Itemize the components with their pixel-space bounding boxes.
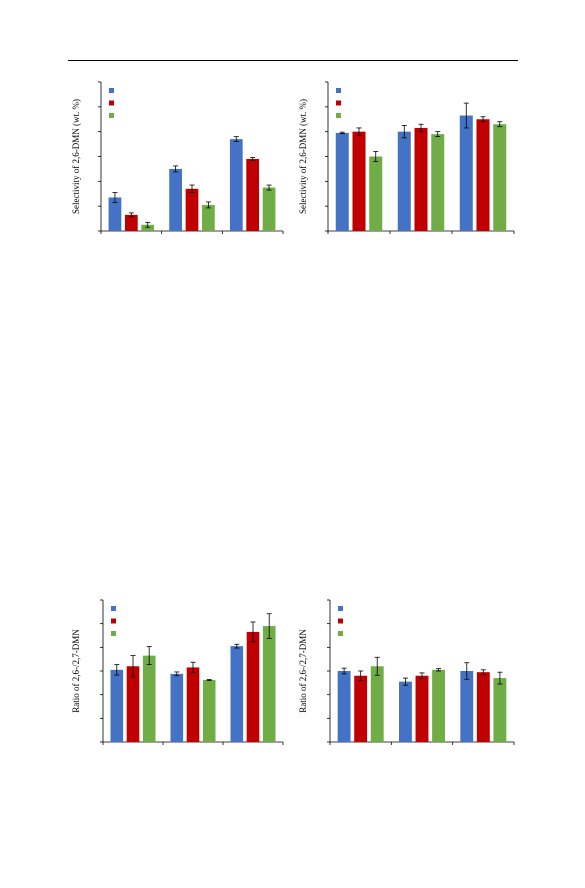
error-bar-series1-group3	[463, 102, 469, 129]
bar-series2-group3	[476, 672, 490, 742]
error-bar-series1-group1	[114, 664, 120, 676]
error-bar-series2-group1	[130, 655, 136, 678]
error-bar-series1-group2	[401, 125, 407, 139]
error-bar-series2-group2	[418, 123, 424, 133]
bar-series2-group3	[246, 158, 260, 231]
error-bar-series3-group3	[266, 613, 272, 639]
bar-series2-group1	[352, 131, 366, 231]
bar-series3-group3	[262, 187, 276, 231]
bar-series1-group2	[170, 673, 184, 742]
bar-series3-group3	[493, 678, 507, 742]
error-bar-series3-group2	[436, 668, 442, 672]
error-bar-series2-group3	[250, 621, 256, 643]
legend-swatch-series3	[111, 631, 116, 636]
bar-series1-group2	[397, 131, 411, 231]
header-rule	[68, 60, 518, 61]
error-bar-series1-group1	[112, 192, 118, 203]
y-axis-label: Ratio of 2,6-/2,7-DMN	[71, 629, 81, 713]
error-bar-series2-group3	[250, 157, 256, 161]
legend-swatch-series1	[111, 606, 116, 611]
bar-series1-group3	[230, 646, 244, 742]
legend-swatch-series3	[336, 113, 341, 118]
bar-series3-group2	[431, 134, 445, 231]
error-bar-series2-group2	[190, 661, 196, 674]
bar-series2-group2	[186, 667, 200, 742]
error-bar-series2-group3	[480, 116, 486, 123]
y-axis-label: Selectivity of 2,6-DMN (wt. %)	[298, 99, 308, 214]
error-bar-series3-group1	[373, 151, 379, 162]
bar-series1-group1	[110, 669, 124, 742]
error-bar-series3-group1	[145, 221, 151, 228]
bar-series1-group1	[108, 197, 122, 231]
bar-series3-group3	[493, 124, 507, 231]
error-bar-series3-group2	[205, 201, 211, 209]
error-bar-series3-group3	[497, 121, 503, 128]
chart-selectivity-left: Selectivity of 2,6-DMN (wt. %)	[71, 81, 284, 234]
bar-series2-group1	[126, 666, 140, 742]
error-bar-series2-group1	[356, 127, 362, 136]
chart-ratio-left: Ratio of 2,6-/2,7-DMN	[71, 599, 284, 745]
bar-series1-group3	[460, 671, 474, 742]
bar-series3-group2	[432, 669, 445, 742]
chart-ratio-right: Ratio of 2,6-/2,7-DMN	[298, 599, 515, 745]
bar-series3-group1	[369, 156, 383, 231]
bar-series3-group3	[262, 626, 276, 742]
error-bar-series1-group3	[464, 662, 470, 680]
bar-series1-group2	[169, 168, 182, 231]
legend-swatch-series1	[109, 88, 114, 93]
error-bar-series3-group3	[266, 184, 272, 191]
legend-swatch-series3	[109, 113, 114, 118]
bar-series2-group1	[354, 675, 368, 742]
legend-swatch-series2	[336, 100, 341, 106]
error-bar-series2-group1	[358, 670, 364, 681]
legend-swatch-series3	[338, 631, 343, 636]
error-bar-series1-group1	[339, 131, 345, 135]
error-bar-series1-group2	[173, 165, 179, 173]
bar-series2-group3	[476, 119, 490, 231]
error-bar-series1-group3	[233, 136, 239, 142]
error-bar-series1-group2	[402, 677, 408, 686]
error-bar-series1-group3	[234, 643, 240, 649]
error-bar-series2-group3	[480, 669, 486, 675]
error-bar-series1-group1	[341, 667, 347, 675]
error-bar-series3-group1	[374, 656, 380, 676]
error-bar-series3-group1	[146, 646, 152, 666]
bar-series1-group1	[335, 132, 349, 231]
bar-series1-group3	[459, 115, 473, 231]
legend-swatch-series2	[338, 618, 343, 624]
bar-series1-group1	[337, 671, 351, 742]
error-bar-series1-group2	[174, 671, 180, 677]
bar-series3-group2	[202, 204, 215, 231]
y-axis-label: Ratio of 2,6-/2,7-DMN	[298, 629, 308, 713]
error-bar-series2-group2	[189, 184, 195, 193]
legend-swatch-series1	[338, 606, 343, 611]
legend-swatch-series1	[336, 88, 341, 93]
bar-series1-group2	[399, 681, 412, 742]
bar-series2-group2	[185, 188, 199, 231]
bar-series3-group2	[202, 679, 216, 742]
bar-series2-group2	[415, 675, 429, 742]
error-bar-series2-group1	[128, 212, 134, 218]
bar-series2-group1	[124, 214, 138, 231]
chart-selectivity-right: Selectivity of 2,6-DMN (wt. %)	[298, 81, 515, 234]
bar-series3-group1	[141, 224, 155, 231]
bar-series2-group3	[246, 631, 260, 742]
legend-swatch-series2	[111, 618, 116, 624]
legend-swatch-series2	[109, 100, 114, 106]
error-bar-series3-group2	[435, 131, 441, 138]
y-axis-label: Selectivity of 2,6-DMN (wt. %)	[71, 99, 81, 214]
error-bar-series2-group2	[419, 672, 425, 679]
bar-series3-group1	[370, 666, 384, 742]
error-bar-series3-group2	[206, 679, 212, 681]
bar-series2-group2	[414, 127, 428, 231]
bar-series3-group1	[142, 655, 156, 742]
bar-series1-group3	[229, 139, 243, 231]
error-bar-series3-group3	[497, 671, 503, 685]
